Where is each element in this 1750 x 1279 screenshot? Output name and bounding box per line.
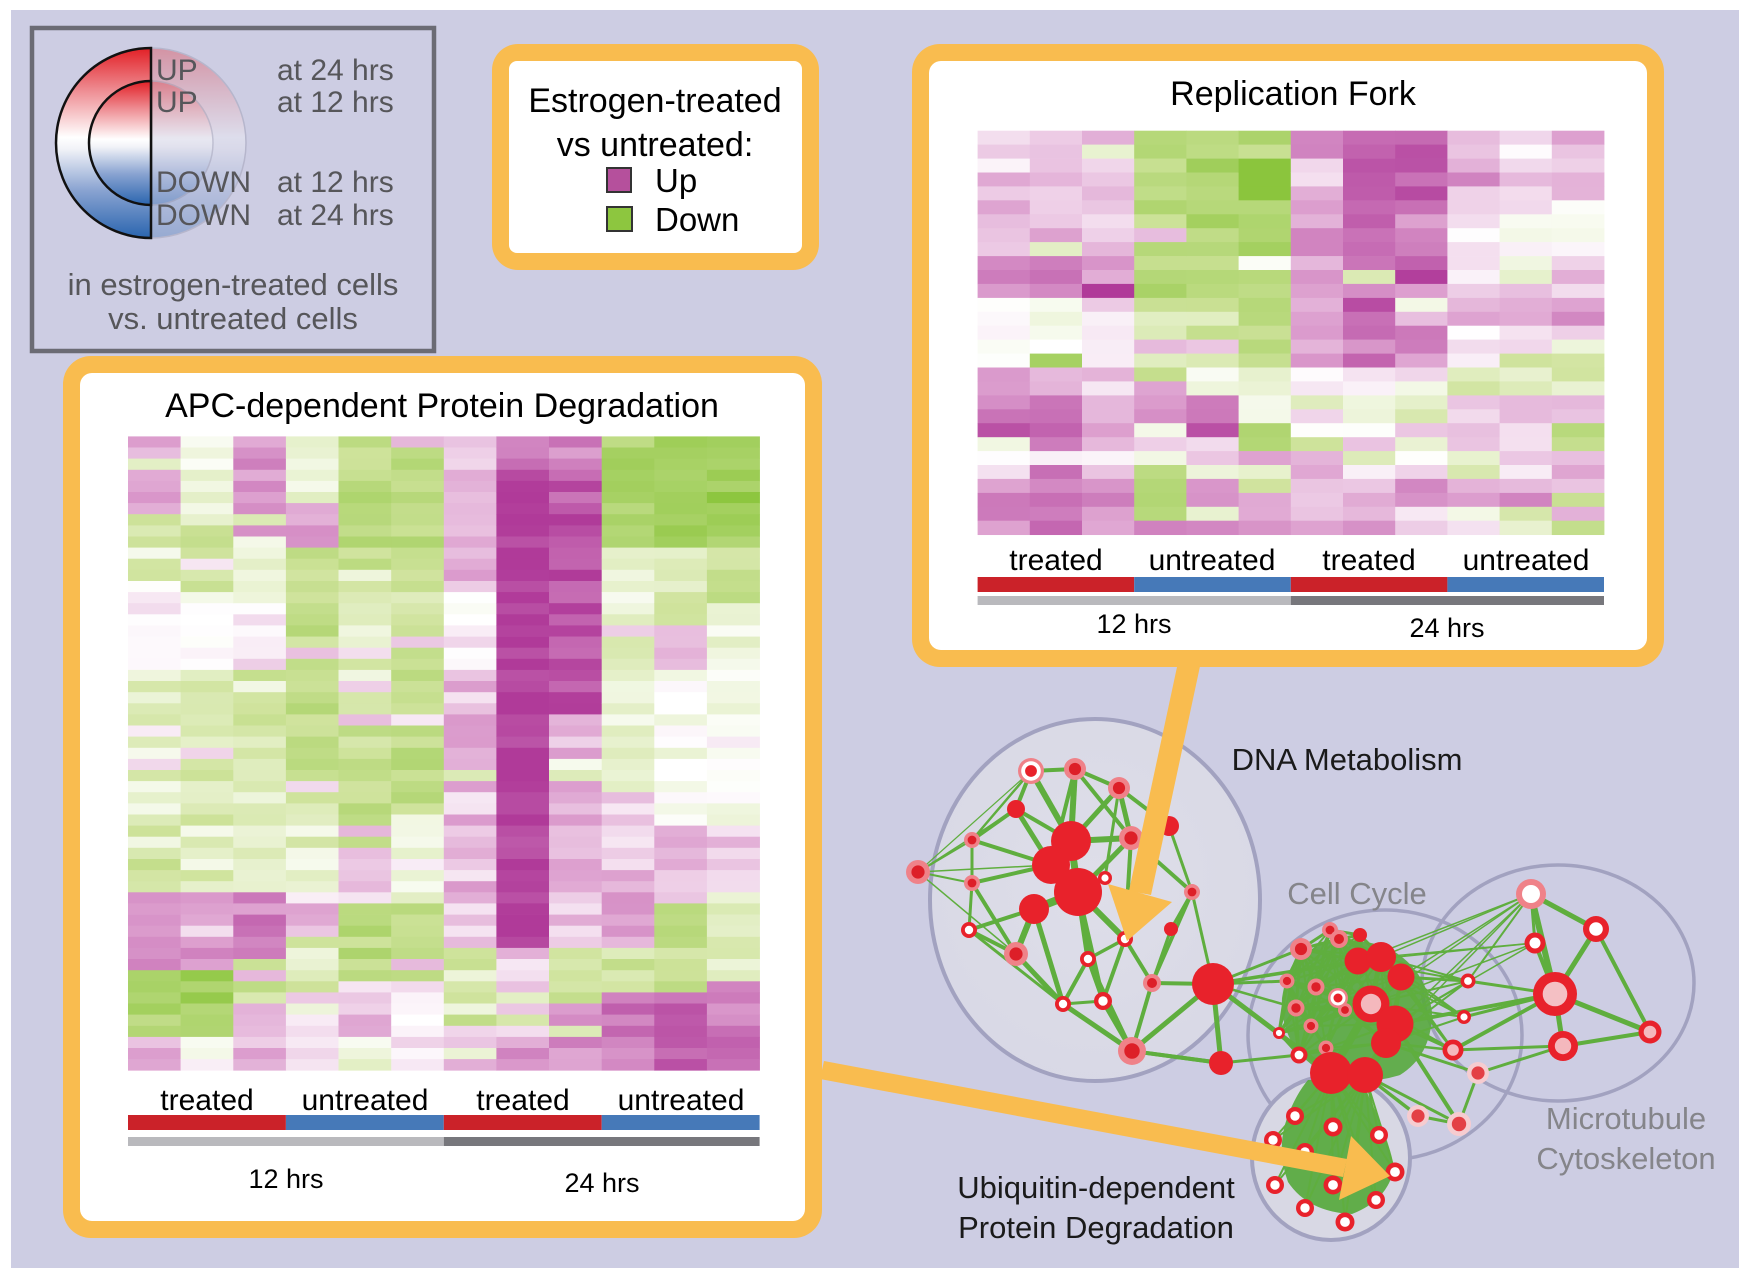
svg-text:Protein Degradation: Protein Degradation	[958, 1210, 1234, 1245]
svg-text:at 12 hrs: at 12 hrs	[277, 86, 394, 119]
svg-text:12 hrs: 12 hrs	[1096, 609, 1171, 639]
svg-text:APC-dependent Protein Degradat: APC-dependent Protein Degradation	[165, 387, 719, 425]
svg-text:treated: treated	[1009, 544, 1102, 577]
svg-text:Cytoskeleton: Cytoskeleton	[1536, 1141, 1715, 1176]
svg-text:at 24 hrs: at 24 hrs	[277, 54, 394, 87]
svg-text:Replication Fork: Replication Fork	[1170, 75, 1417, 113]
svg-text:24 hrs: 24 hrs	[1409, 613, 1484, 643]
svg-text:vs untreated:: vs untreated:	[557, 126, 754, 164]
svg-text:treated: treated	[476, 1084, 569, 1117]
svg-text:12 hrs: 12 hrs	[248, 1164, 323, 1194]
svg-text:UP: UP	[156, 86, 198, 119]
svg-text:untreated: untreated	[1149, 544, 1276, 577]
svg-text:treated: treated	[160, 1084, 253, 1117]
svg-text:at 12 hrs: at 12 hrs	[277, 166, 394, 199]
svg-text:DOWN: DOWN	[156, 199, 251, 232]
svg-text:at 24 hrs: at 24 hrs	[277, 199, 394, 232]
svg-text:in estrogen-treated cells: in estrogen-treated cells	[68, 267, 399, 302]
svg-text:untreated: untreated	[302, 1084, 429, 1117]
svg-text:Down: Down	[655, 201, 739, 238]
svg-text:treated: treated	[1322, 544, 1415, 577]
svg-text:Microtubule: Microtubule	[1546, 1101, 1706, 1136]
svg-text:untreated: untreated	[1463, 544, 1590, 577]
svg-text:Estrogen-treated: Estrogen-treated	[528, 82, 781, 120]
svg-text:untreated: untreated	[618, 1084, 745, 1117]
svg-text:24 hrs: 24 hrs	[564, 1168, 639, 1198]
svg-text:vs. untreated cells: vs. untreated cells	[108, 301, 358, 336]
svg-text:DOWN: DOWN	[156, 166, 251, 199]
svg-text:Ubiquitin-dependent: Ubiquitin-dependent	[957, 1170, 1235, 1205]
svg-text:Up: Up	[655, 162, 697, 199]
svg-text:DNA Metabolism: DNA Metabolism	[1232, 742, 1463, 777]
svg-text:Cell Cycle: Cell Cycle	[1287, 876, 1427, 911]
svg-text:UP: UP	[156, 54, 198, 87]
